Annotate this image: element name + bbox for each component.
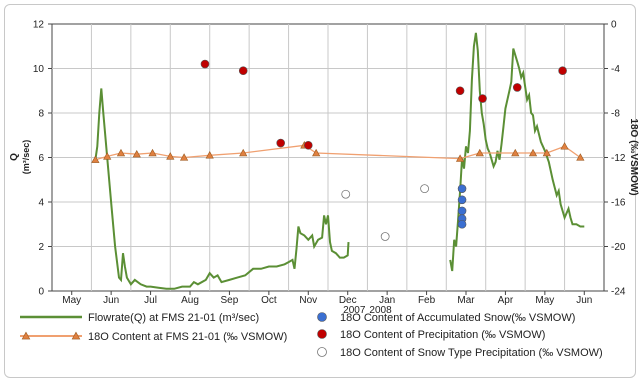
y-left-tick-label: 0 bbox=[38, 287, 44, 298]
legend-snow-type-marker bbox=[317, 347, 327, 357]
legend-o18-fms-marker bbox=[21, 331, 31, 340]
flowrate-line bbox=[449, 32, 585, 272]
y-left-unit: (m³/sec) bbox=[21, 140, 31, 175]
y-left-tick-label: 8 bbox=[38, 109, 44, 120]
y-right-tick-label: -8 bbox=[611, 109, 620, 120]
o18-fms-point bbox=[132, 149, 141, 158]
legend-snow-type-label: 18O Content of Snow Type Precipitation (… bbox=[340, 347, 603, 359]
x-tick-label: Feb bbox=[418, 295, 436, 306]
precip-o18-point bbox=[200, 59, 210, 69]
precip-o18-point bbox=[455, 86, 465, 96]
legend-snow-marker bbox=[317, 312, 327, 322]
year-label-2008: 2008 bbox=[369, 305, 392, 316]
o18-fms-point bbox=[166, 152, 175, 160]
y-right-tick-label: -12 bbox=[611, 153, 626, 164]
x-tick-label: Mar bbox=[457, 295, 475, 306]
flowrate-line bbox=[94, 88, 350, 290]
legend-precip-label: 18O Content of Precipitation (‰ VSMOW) bbox=[340, 329, 545, 341]
precip-o18-point bbox=[478, 94, 487, 103]
o18-fms-point bbox=[179, 153, 189, 161]
axis-labels: Q (m³/sec) 18O (‰VSMOW) bbox=[9, 118, 639, 195]
snow-type-precip-point bbox=[380, 232, 390, 241]
y-left-tick-label: 12 bbox=[33, 20, 45, 31]
y-right-tick-label: 0 bbox=[611, 20, 617, 31]
o18-fms-point bbox=[239, 148, 248, 157]
series-0 bbox=[94, 32, 585, 290]
o18-fms-point bbox=[205, 151, 214, 159]
o18-fms-point bbox=[312, 148, 321, 157]
y-right-label: 18O (‰VSMOW) bbox=[628, 118, 639, 195]
x-tick-label: Jun bbox=[103, 295, 119, 306]
x-tick-label: May bbox=[62, 295, 81, 306]
series-layer bbox=[91, 32, 585, 290]
snow-o18-point bbox=[457, 206, 467, 216]
o18-fms-point bbox=[455, 154, 465, 162]
precip-o18-point bbox=[238, 66, 248, 76]
legend: Flowrate(Q) at FMS 21-01 (m³/sec) 18O Con… bbox=[20, 312, 603, 359]
x-tick-label: Dec bbox=[339, 295, 357, 306]
x-tick-label: Jan bbox=[379, 295, 395, 306]
y-left-tick-label: 6 bbox=[38, 153, 44, 164]
y-left-tick-label: 10 bbox=[33, 64, 45, 75]
y-right-tick-label: -24 bbox=[611, 287, 626, 298]
ticks: 0 2 4 6 8 10 12 -24 -20 -16 -12 -8 -4 0 May Jun Jul Aug Se… bbox=[33, 20, 626, 317]
o18-fms-point bbox=[103, 152, 112, 160]
x-tick-label: Apr bbox=[498, 295, 514, 306]
year-label-2007: 2007 bbox=[343, 305, 366, 316]
snow-o18-point bbox=[457, 219, 467, 229]
o18-fms-point bbox=[542, 148, 551, 157]
o18-fms-point bbox=[576, 153, 585, 161]
series-4 bbox=[341, 184, 430, 241]
snow-type-precip-point bbox=[341, 189, 351, 199]
o18-fms-point bbox=[148, 148, 157, 157]
precip-o18-point bbox=[303, 140, 313, 150]
x-tick-label: Aug bbox=[181, 295, 199, 306]
snow-o18-point bbox=[457, 195, 467, 205]
x-tick-label: Jun bbox=[576, 295, 592, 306]
o18-fms-point bbox=[511, 148, 520, 157]
x-tick-label: Sep bbox=[221, 295, 239, 306]
x-tick-label: Oct bbox=[261, 295, 277, 306]
legend-precip-marker bbox=[317, 329, 327, 339]
series-1 bbox=[91, 141, 585, 163]
x-tick-label: Jul bbox=[144, 295, 157, 306]
x-tick-label: Nov bbox=[299, 295, 317, 306]
legend-o18-fms-label: 18O Content at FMS 21-01 (‰ VSMOW) bbox=[88, 331, 287, 343]
precip-o18-point bbox=[512, 83, 522, 92]
series-3 bbox=[200, 59, 567, 150]
o18-fms-point bbox=[528, 148, 538, 157]
y-left-label: Q bbox=[9, 153, 20, 161]
o18-fms-point bbox=[91, 155, 100, 163]
legend-snow-label: 18O Content of Accumulated Snow(‰ VSMOW) bbox=[340, 312, 575, 324]
y-right-tick-label: -4 bbox=[611, 64, 620, 75]
o18-fms-point bbox=[116, 148, 126, 157]
o18-fms-point bbox=[560, 142, 569, 150]
snow-o18-point bbox=[457, 184, 467, 193]
legend-flowrate-label: Flowrate(Q) at FMS 21-01 (m³/sec) bbox=[88, 312, 259, 324]
y-left-tick-label: 4 bbox=[38, 198, 44, 209]
precip-o18-point bbox=[558, 66, 567, 76]
y-right-tick-label: -16 bbox=[611, 198, 626, 209]
snow-type-precip-point bbox=[420, 184, 430, 194]
legend-o18-fms-marker bbox=[71, 331, 81, 340]
series-2 bbox=[457, 184, 467, 229]
y-left-tick-label: 2 bbox=[38, 242, 44, 253]
x-tick-label: May bbox=[535, 295, 554, 306]
precip-o18-point bbox=[276, 138, 285, 148]
y-right-tick-label: -20 bbox=[611, 242, 626, 253]
o18-fms-point bbox=[475, 148, 484, 157]
